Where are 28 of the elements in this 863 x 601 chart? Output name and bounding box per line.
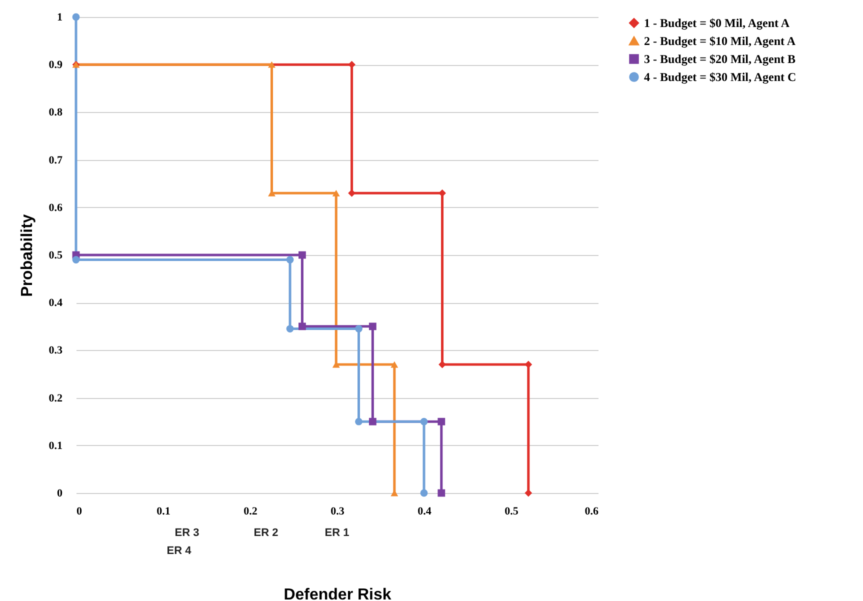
x-tick-label: 0.4 bbox=[418, 506, 432, 518]
y-tick-label: 0.8 bbox=[48, 106, 63, 119]
y-axis-title: Probability bbox=[18, 214, 36, 297]
x-tick-label: 0.1 bbox=[156, 506, 170, 518]
x-tick-label: 0.5 bbox=[504, 506, 519, 518]
legend-label: 4 - Budget = $30 Mil, Agent C bbox=[644, 70, 796, 84]
legend-label: 2 - Budget = $10 Mil, Agent A bbox=[644, 34, 796, 48]
y-tick-label: 1 bbox=[57, 12, 62, 24]
y-tick-label: 0 bbox=[57, 488, 63, 500]
text: ER 2 bbox=[254, 527, 278, 539]
y-tick-label: 0.7 bbox=[48, 154, 63, 166]
y-tick-label: 0.9 bbox=[48, 59, 63, 72]
text: ER 1 bbox=[324, 527, 350, 539]
x-tick-label: 0.2 bbox=[244, 506, 258, 518]
x-tick-label: 0 bbox=[76, 506, 82, 518]
y-tick-label: 0.1 bbox=[48, 440, 62, 452]
text: ER 4 bbox=[166, 545, 192, 557]
x-tick-label: 0.3 bbox=[330, 506, 345, 518]
x-tick-label: 0.6 bbox=[584, 506, 599, 518]
y-tick-label: 0.3 bbox=[48, 344, 63, 357]
legend-label: 1 - Budget = $0 Mil, Agent A bbox=[644, 16, 790, 30]
y-tick-label: 0.6 bbox=[48, 202, 63, 214]
legend-label: 3 - Budget = $20 Mil, Agent B bbox=[644, 52, 796, 66]
x-axis-title: Defender Risk bbox=[284, 586, 392, 601]
y-tick-label: 0.2 bbox=[48, 392, 63, 404]
text: ER 3 bbox=[174, 527, 200, 539]
y-tick-label: 0.4 bbox=[48, 297, 63, 310]
y-tick-label: 0.5 bbox=[48, 250, 63, 262]
